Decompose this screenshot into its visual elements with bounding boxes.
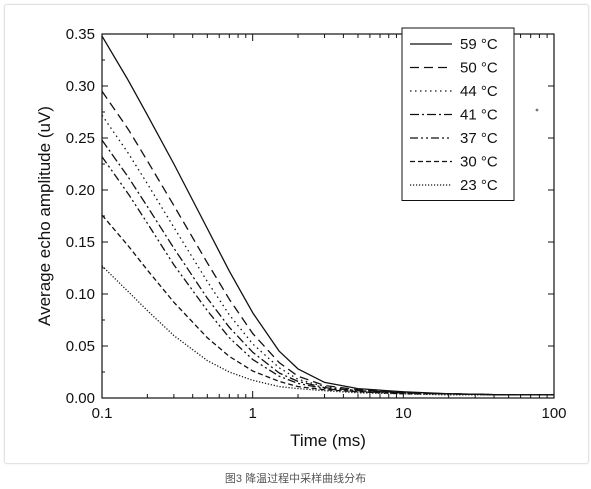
series-line-5 <box>101 214 554 396</box>
series-line-1 <box>101 90 554 396</box>
series-lines <box>101 35 554 396</box>
legend: 59 °C 50 °C 44 °C 41 °C 37 °C 30 °C 23 °C <box>401 27 539 201</box>
x-tick-label: 100 <box>541 405 566 422</box>
x-tick-label: 0.1 <box>92 405 113 422</box>
series-line-3 <box>101 139 554 396</box>
y-tick-label: 0.10 <box>66 286 95 303</box>
legend-label: 23 °C <box>460 177 498 194</box>
y-tick-label: 0.00 <box>66 390 95 407</box>
x-axis: 0.1 1 10 100 <box>92 34 567 422</box>
legend-label: 50 °C <box>460 60 498 77</box>
x-tick-label: 1 <box>248 405 256 422</box>
y-tick-label: 0.30 <box>66 78 95 95</box>
legend-label: 59 °C <box>460 36 498 53</box>
y-axis: 0.00 0.05 0.10 0.15 0.20 0.25 0.30 0.35 <box>66 26 554 407</box>
y-tick-label: 0.35 <box>66 26 95 43</box>
legend-label: 41 °C <box>460 107 498 124</box>
series-line-6 <box>101 265 554 396</box>
legend-label: 37 °C <box>460 130 498 147</box>
y-tick-label: 0.05 <box>66 338 95 355</box>
legend-label: 44 °C <box>460 83 498 100</box>
stray-dot <box>535 108 539 112</box>
echo-amplitude-chart: 0.00 0.05 0.10 0.15 0.20 0.25 0.30 0.35 0.1 1 10 1… <box>35 26 567 450</box>
legend-box <box>401 27 515 201</box>
figure-caption: 图3 降温过程中采样曲线分布 <box>224 473 367 485</box>
x-tick-label: 10 <box>395 405 412 422</box>
legend-label: 30 °C <box>460 154 498 171</box>
y-tick-label: 0.20 <box>66 182 95 199</box>
y-tick-label: 0.15 <box>66 234 95 251</box>
y-axis-title: Average echo amplitude (uV) <box>35 106 54 326</box>
y-tick-label: 0.25 <box>66 130 95 147</box>
x-axis-title: Time (ms) <box>290 431 366 450</box>
